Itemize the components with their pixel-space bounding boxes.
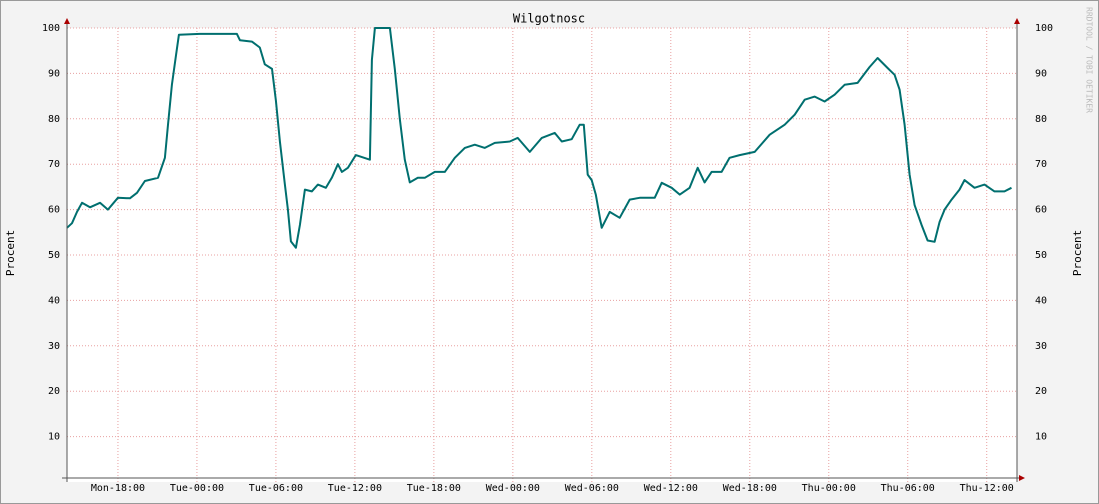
data [66,27,1012,249]
chart-title: Wilgotnosc [513,12,585,26]
y2-tick-label: 50 [1035,250,1047,261]
y2-tick-label: 90 [1035,68,1047,79]
x-tick-label: Mon-18:00 [91,483,145,494]
y2-tick-label: 80 [1035,114,1047,125]
y-tick-label: 20 [48,386,60,397]
x-tick-label: Wed-18:00 [723,483,777,494]
y-axis-label: Procent [4,230,17,276]
y2-tick-label: 30 [1035,341,1047,352]
y2-tick-label: 60 [1035,205,1047,216]
x-tick-label: Thu-00:00 [802,483,856,494]
y-tick-label: 60 [48,205,60,216]
line-series [66,27,1012,249]
y-tick-label: 70 [48,159,60,170]
y-tick-label: 50 [48,250,60,261]
y-tick-label: 30 [48,341,60,352]
x-tick-label: Wed-06:00 [565,483,619,494]
y-tick-label: 10 [48,432,60,443]
x-tick-label: Thu-06:00 [881,483,935,494]
y2-tick-label: 10 [1035,432,1047,443]
y2-tick-label: 20 [1035,386,1047,397]
x-tick-label: Thu-12:00 [960,483,1014,494]
watermark: RRDTOOL / TOBI OETIKER [1085,7,1094,113]
y2-tick-label: 40 [1035,295,1047,306]
x-tick-label: Tue-06:00 [249,483,303,494]
y2-tick-label: 100 [1035,23,1053,34]
grid [67,27,1017,482]
y-tick-label: 40 [48,295,60,306]
y-tick-label: 90 [48,68,60,79]
x-tick-label: Tue-00:00 [170,483,224,494]
x-tick-label: Tue-12:00 [328,483,382,494]
y-tick-label: 100 [42,23,60,34]
y2-axis-label: Procent [1071,230,1084,276]
x-tick-label: Tue-18:00 [407,483,461,494]
x-tick-label: Wed-00:00 [486,483,540,494]
y2-tick-label: 70 [1035,159,1047,170]
y-tick-label: 80 [48,114,60,125]
x-tick-label: Wed-12:00 [644,483,698,494]
